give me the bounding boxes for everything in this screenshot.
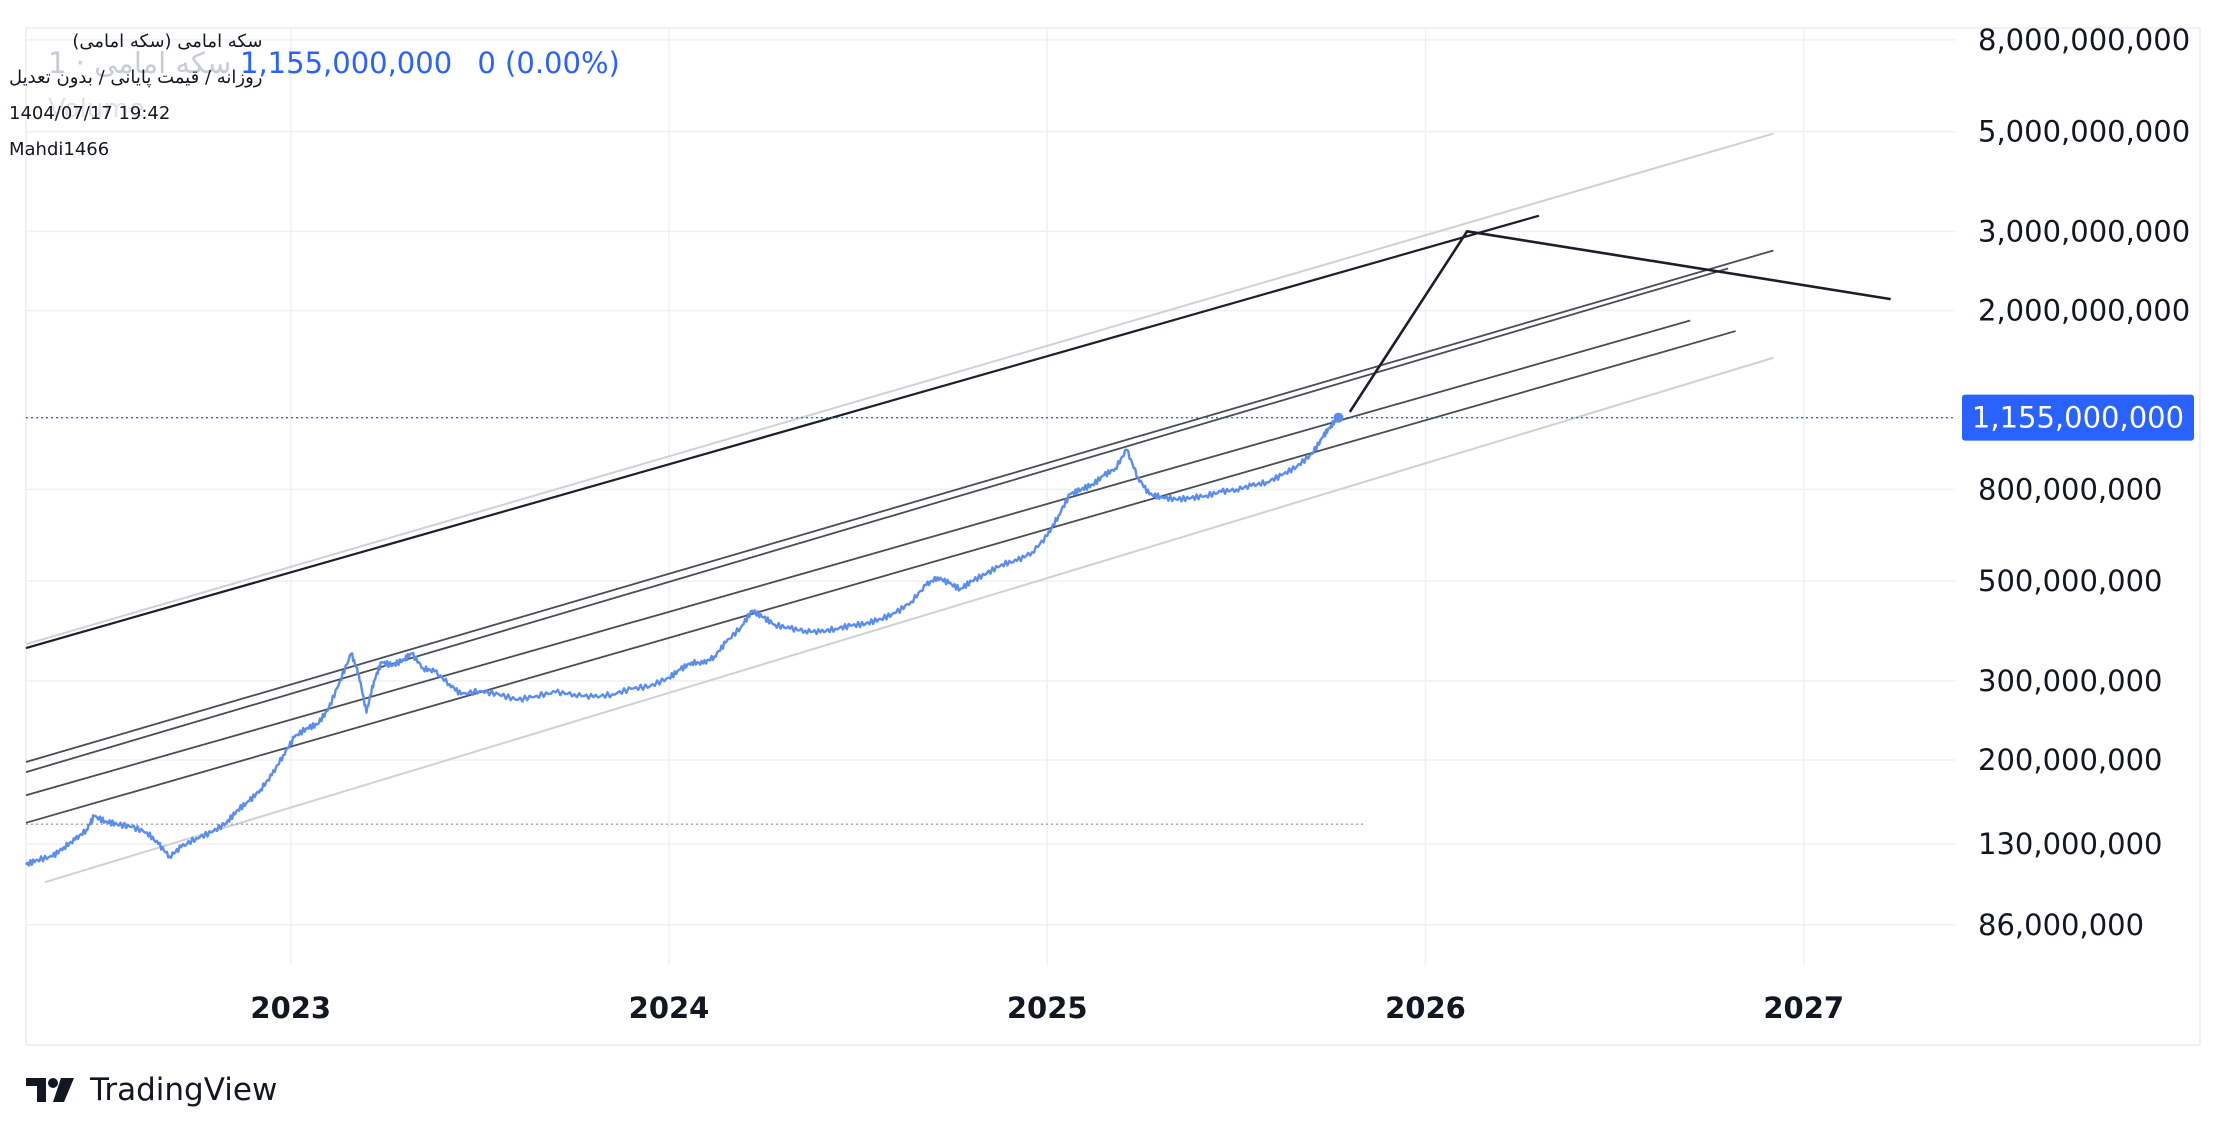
ghost-symbol-watermark: سکه امامی · 1 [48,46,232,80]
price-change: 0 (0.00%) [477,46,620,80]
x-tick-label: 2024 [629,991,710,1025]
price-series-line [25,415,1340,867]
x-tick-label: 2025 [1007,991,1088,1025]
trendline [25,319,1691,797]
author: Mahdi1466 [9,139,110,160]
last-price-marker [1333,412,1344,423]
horizontal-lines [26,416,1955,825]
y-tick-label: 800,000,000 [1978,472,2163,506]
trendline [25,249,1774,763]
trendline [25,267,1729,773]
y-axis: 8,000,000,000 5,000,000,000 3,000,000,000 2… [1978,23,2190,942]
y-tick-label: 5,000,000,000 [1978,115,2190,149]
interval-note: روزانه / قیمت پایانی / بدون تعدیل [9,67,263,88]
ghost-volume-watermark: Volume [48,94,145,124]
trendline [25,214,1540,650]
x-axis: 2023 2024 2025 2026 2027 [250,991,1844,1025]
plot-frame [25,27,2201,1046]
trendline [25,330,1736,824]
datetime: 1404/07/17 19:42 [9,103,171,124]
y-tick-label: 130,000,000 [1978,827,2163,861]
last-price: 1,155,000,000 [240,46,453,80]
chart-legend: سکه امامی (سکه امامی) روزانه / قیمت پایا… [9,24,262,168]
y-tick-label: 8,000,000,000 [1978,23,2190,57]
y-tick-label: 2,000,000,000 [1978,293,2190,327]
grid [25,27,2201,1046]
last-price-label: 1,155,000,000 [1972,401,2184,435]
price-readout: 1,155,000,000 0 (0.00%) [240,46,636,80]
trendline [44,356,1774,884]
y-tick-label: 200,000,000 [1978,743,2163,777]
y-tick-label: 3,000,000,000 [1978,214,2190,248]
symbol-title: سکه امامی (سکه امامی) [72,31,263,52]
trendline [25,132,1774,646]
x-tick-label: 2023 [250,991,331,1025]
brand-name: TradingView [90,1072,278,1108]
tradingview-logo-icon [26,1078,74,1102]
x-tick-label: 2027 [1763,991,1844,1025]
trendlines [25,132,1891,884]
x-tick-label: 2026 [1385,991,1466,1025]
y-tick-label: 86,000,000 [1978,908,2144,942]
brand[interactable]: TradingView [24,1072,277,1108]
y-tick-label: 500,000,000 [1978,564,2163,598]
y-tick-label: 300,000,000 [1978,664,2163,698]
projection-path [1348,229,1891,413]
last-price-badge: 1,155,000,000 [1962,394,2194,441]
